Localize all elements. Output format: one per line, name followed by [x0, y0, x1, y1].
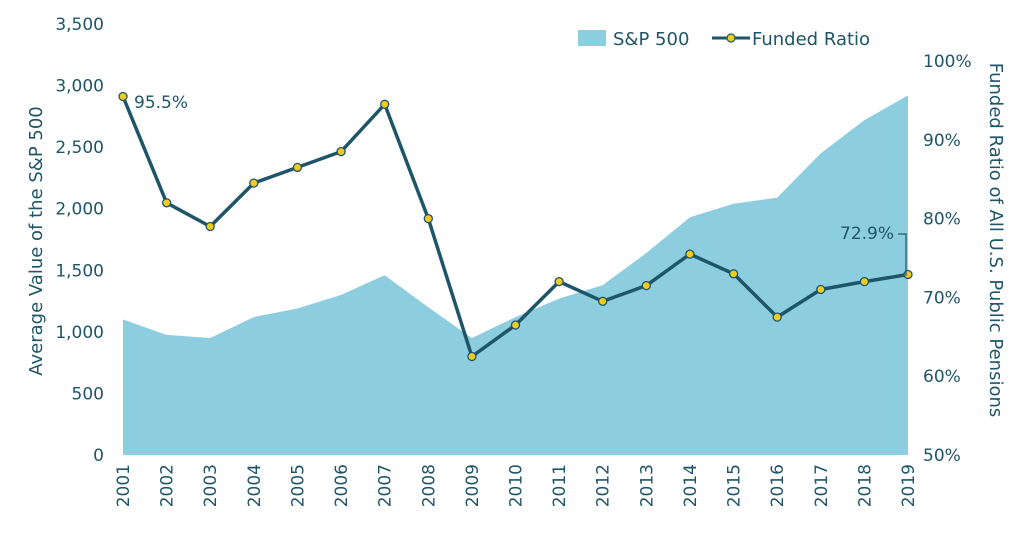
x-axis-ticks: 2001 2002 2003 2004 2005 2006 2007 2008 2009 2010…	[114, 464, 919, 507]
x-tick-label-2003: 2003	[201, 464, 221, 507]
funded-ratio-point-2005	[292, 162, 303, 173]
x-tick-label-2016: 2016	[768, 464, 788, 507]
legend-label-sp500: S&P 500	[613, 29, 689, 50]
legend-swatch-sp500	[578, 30, 606, 46]
left-tick-label: 0	[93, 446, 104, 466]
right-axis-ticks: 50% 60% 70% 80% 90% 100%	[923, 52, 972, 466]
funded-ratio-point-2006	[336, 146, 346, 157]
funded-ratio-point-2011	[554, 276, 564, 287]
funded-ratio-point-2013	[641, 280, 651, 291]
funded-ratio-point-2015	[728, 269, 739, 279]
funded-ratio-point-2009	[467, 351, 477, 362]
funded-ratio-point-2018	[859, 276, 870, 287]
x-tick-label-2008: 2008	[419, 464, 439, 507]
x-tick-label-2006: 2006	[332, 464, 352, 507]
funded-ratio-point-2014	[685, 249, 695, 259]
legend: S&P 500 Funded Ratio	[578, 29, 870, 50]
x-tick-label-2013: 2013	[637, 464, 657, 507]
x-tick-label-2011: 2011	[550, 464, 570, 507]
left-axis-ticks: 0 500 1,000 1,500 2,000 2,500 3,000 3,500	[55, 15, 104, 466]
left-tick-label: 1,000	[55, 323, 104, 343]
left-tick-label: 500	[72, 384, 104, 404]
annotation-2019-leader	[898, 233, 907, 276]
funded-ratio-point-2004	[249, 178, 259, 188]
legend-swatch-marker	[726, 33, 736, 43]
annotation-2019: 72.9%	[840, 224, 894, 244]
left-tick-label: 2,000	[55, 200, 104, 220]
right-tick-label: 80%	[923, 210, 961, 230]
right-tick-label: 50%	[923, 446, 961, 466]
right-axis-title: Funded Ratio of All U.S. Public Pensions	[985, 63, 1006, 418]
funded-ratio-point-2008	[423, 213, 433, 224]
sp500-area	[123, 95, 908, 456]
right-tick-label: 90%	[923, 131, 961, 151]
funded-ratio-point-2002	[161, 198, 172, 208]
funded-ratio-point-2012	[598, 296, 608, 306]
funded-ratio-markers	[118, 91, 913, 362]
x-tick-label-2002: 2002	[158, 464, 178, 507]
x-tick-label-2015: 2015	[725, 464, 745, 507]
x-tick-label-2014: 2014	[681, 464, 701, 507]
x-tick-label-2001: 2001	[114, 464, 134, 507]
funded-ratio-point-2003	[205, 221, 215, 232]
funded-ratio-point-2010	[510, 320, 521, 330]
x-tick-label-2010: 2010	[507, 464, 527, 507]
x-tick-label-2017: 2017	[812, 464, 832, 507]
right-tick-label: 60%	[923, 367, 961, 387]
x-tick-label-2019: 2019	[899, 464, 919, 507]
funded-ratio-point-2001	[118, 91, 128, 102]
x-tick-label-2004: 2004	[245, 464, 265, 507]
annotation-2001: 95.5%	[134, 93, 188, 113]
x-tick-label-2012: 2012	[594, 464, 614, 507]
left-tick-label: 1,500	[55, 261, 104, 281]
funded-ratio-point-2017	[816, 284, 826, 295]
funded-ratio-point-2007	[380, 99, 390, 109]
left-axis-title: Average Value of the S&P 500	[26, 106, 47, 376]
x-tick-label-2009: 2009	[463, 464, 483, 507]
x-tick-label-2005: 2005	[288, 464, 308, 507]
right-tick-label: 100%	[923, 52, 972, 72]
sp500-area-layer	[123, 95, 908, 456]
legend-label-funded-ratio: Funded Ratio	[752, 29, 870, 50]
x-tick-label-2007: 2007	[376, 464, 396, 507]
left-tick-label: 3,000	[55, 77, 104, 97]
left-tick-label: 3,500	[55, 15, 104, 35]
x-tick-label-2018: 2018	[855, 464, 875, 507]
left-tick-label: 2,500	[55, 138, 104, 158]
right-tick-label: 70%	[923, 288, 961, 308]
funded-ratio-point-2016	[772, 312, 782, 322]
funded-ratio-point-2019	[903, 269, 913, 280]
